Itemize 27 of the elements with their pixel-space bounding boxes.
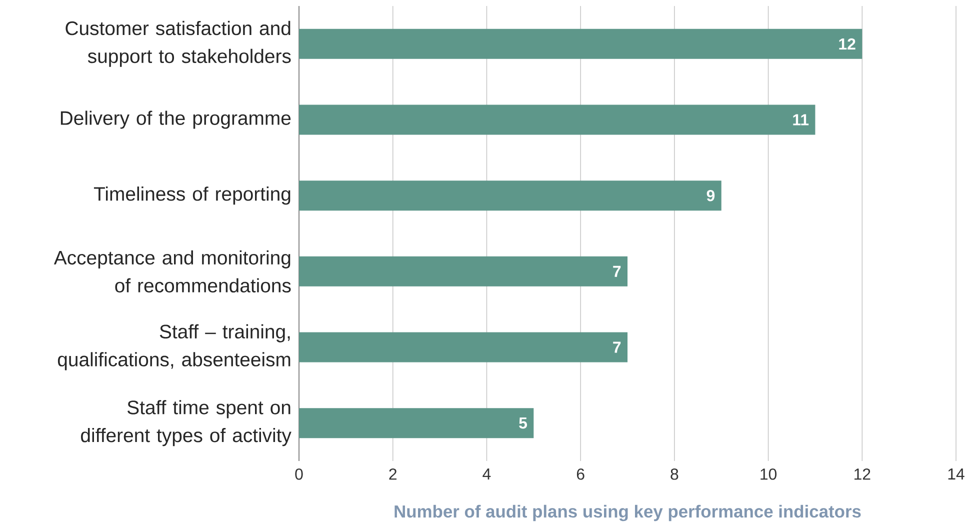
- data-label: 7: [613, 266, 621, 277]
- bar: [299, 180, 722, 211]
- x-tick-label: 10: [760, 468, 777, 480]
- x-tick-label: 0: [295, 468, 303, 480]
- x-axis-title: Number of audit plans using key performance indicators: [394, 504, 861, 522]
- y-tick-label: Delivery of the programme: [60, 110, 291, 129]
- data-label: 7: [613, 342, 621, 353]
- bar: [299, 332, 628, 362]
- x-tick-label: 8: [670, 468, 678, 480]
- y-tick-label: Acceptance and monitoring of recommendations: [54, 250, 291, 292]
- data-label: 9: [706, 190, 715, 202]
- data-label: 5: [519, 418, 528, 429]
- bar: [299, 28, 862, 59]
- x-tick-label: 6: [576, 468, 584, 480]
- x-tick-label: 2: [389, 468, 396, 480]
- x-tick-label: 14: [948, 468, 964, 480]
- y-tick-label: Staff time spent on different types of activity: [81, 400, 292, 446]
- y-tick-label: Customer satisfaction and support to stakeholders: [66, 20, 291, 67]
- data-label: 11: [793, 114, 809, 126]
- x-tick-label: 12: [854, 468, 870, 480]
- x-tick-label: 4: [482, 468, 491, 480]
- y-tick-label: Timeliness of reporting: [94, 186, 290, 205]
- data-label: 12: [839, 38, 856, 50]
- bar: [299, 408, 534, 438]
- y-tick-label: Staff – training, qualifications, absenteeism: [58, 324, 290, 370]
- bar: [299, 256, 628, 286]
- bar: [299, 104, 816, 135]
